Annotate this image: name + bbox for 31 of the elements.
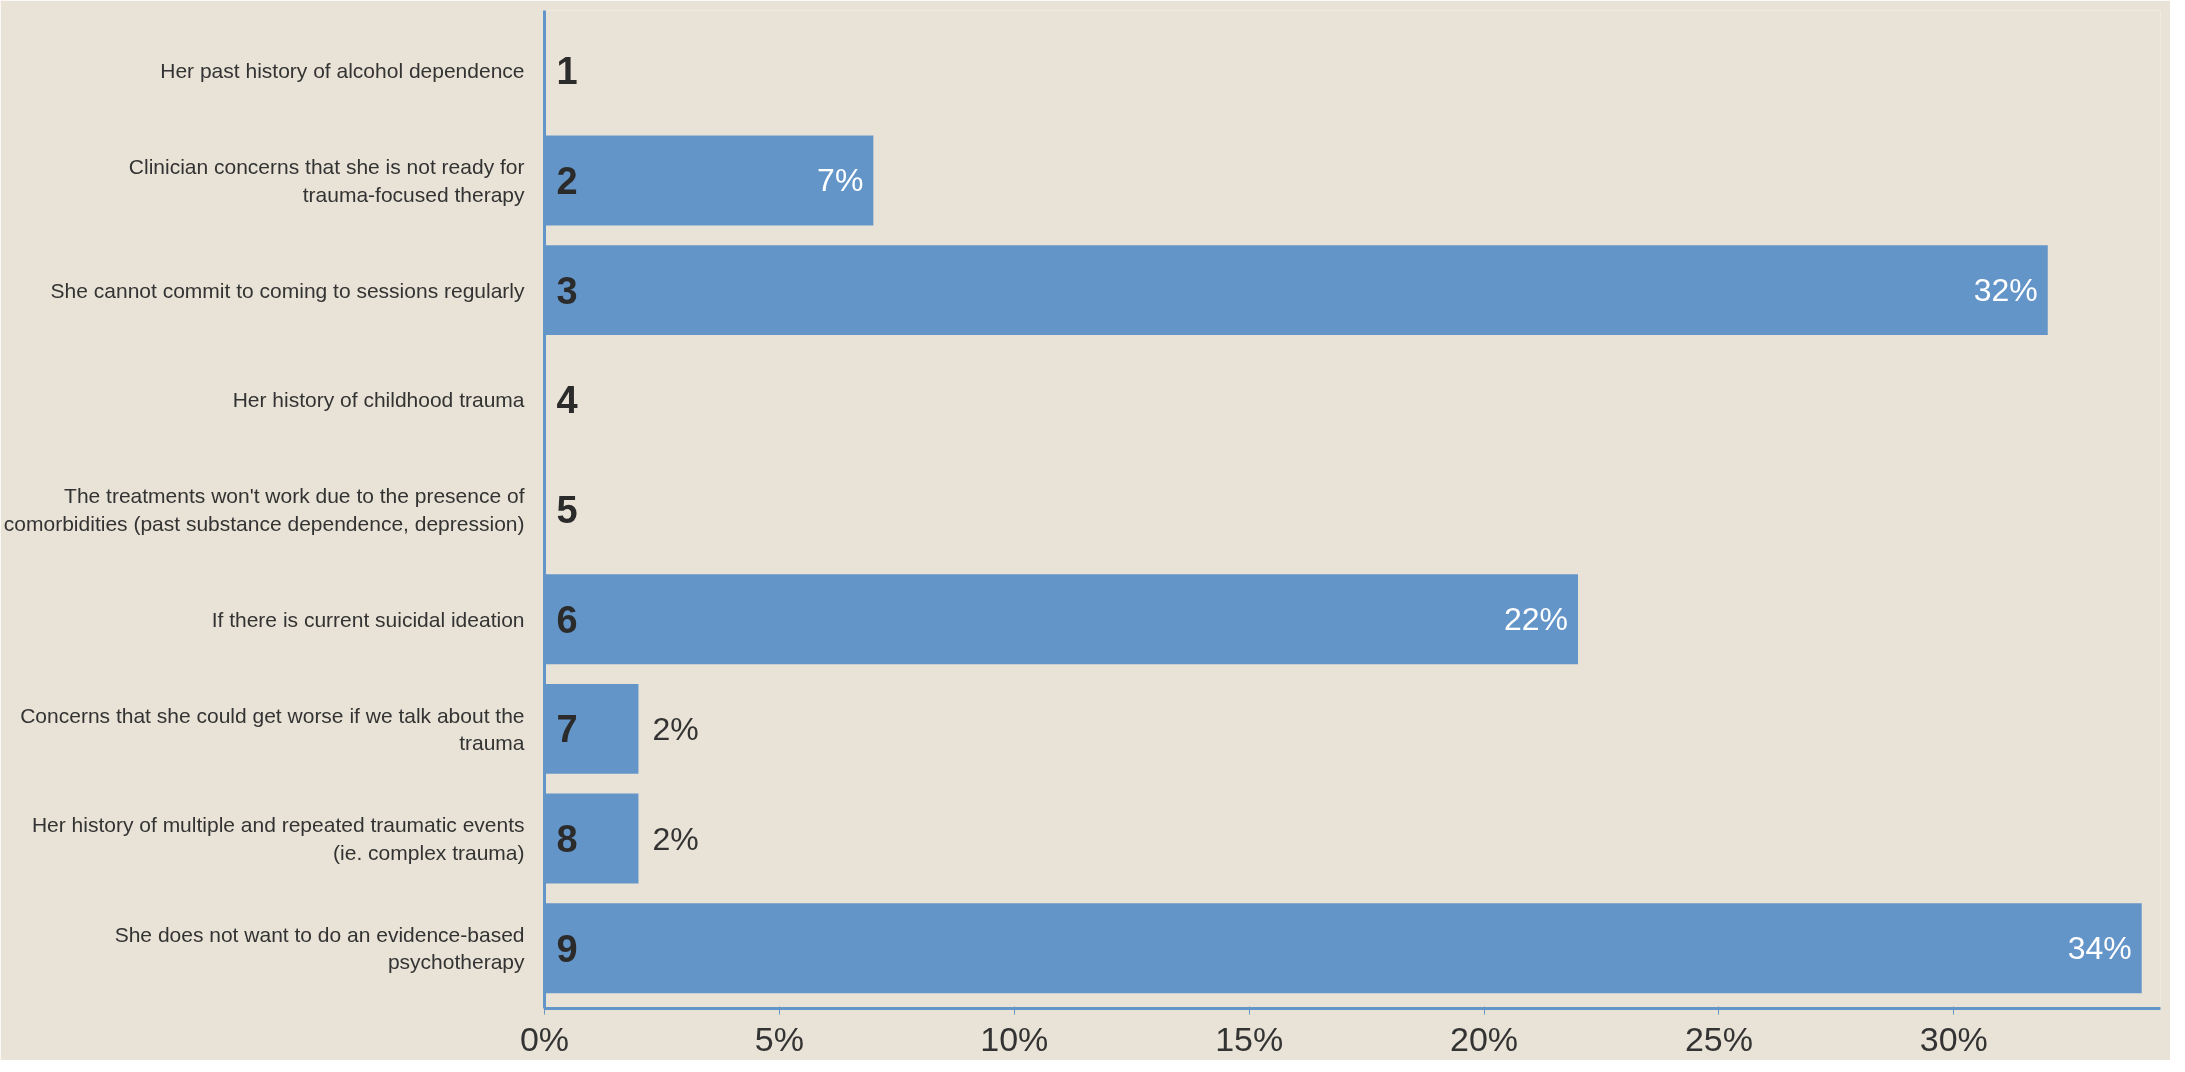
data-label: 2%	[652, 710, 699, 747]
annotation: 6	[556, 598, 578, 641]
x-tick-label: 10%	[980, 1019, 1049, 1058]
data-label: 32%	[1973, 272, 2038, 309]
data-label: 2%	[652, 820, 699, 857]
data-label: 7%	[817, 162, 864, 199]
data-label: 22%	[1503, 601, 1568, 638]
y-tick-label: If there is current suicidal ideation	[211, 607, 525, 631]
annotation: 9	[556, 927, 578, 970]
annotation: 8	[556, 818, 578, 861]
y-tick-label: She cannot commit to coming to sessions regularly	[50, 278, 525, 302]
annotation: 7	[556, 708, 578, 751]
x-tick-label: 0%	[519, 1019, 570, 1058]
y-tick-label: Her history of childhood trauma	[232, 388, 525, 412]
y-tick-label: The treatments won't work due to the presence of comorbidities (past substance dependence, depression)	[3, 484, 525, 535]
y-tick-label: She does not want to do an evidence-based psychotherapy	[114, 922, 525, 974]
y-tick-label: Concerns that she could get worse if we talk about the trauma	[20, 703, 525, 755]
annotation: 2	[556, 159, 578, 202]
y-tick-label: Her past history of alcohol dependence	[160, 59, 525, 83]
x-tick-label: 5%	[754, 1019, 804, 1058]
annotation: 4	[556, 379, 578, 422]
x-tick-label: 20%	[1450, 1019, 1519, 1058]
data-label: 34%	[2067, 930, 2132, 967]
annotation: 1	[556, 50, 578, 93]
y-tick-label: Clinician concerns that she is not ready for trauma-focused therapy	[128, 155, 525, 206]
x-tick-label: 30%	[1919, 1019, 1988, 1058]
x-tick-label: 15%	[1215, 1019, 1284, 1058]
y-tick-label: Her history of multiple and repeated traumatic events (ie. complex trauma)	[31, 813, 525, 864]
annotation: 5	[556, 489, 578, 531]
annotation: 3	[556, 269, 578, 312]
x-tick-label: 25%	[1684, 1019, 1753, 1058]
